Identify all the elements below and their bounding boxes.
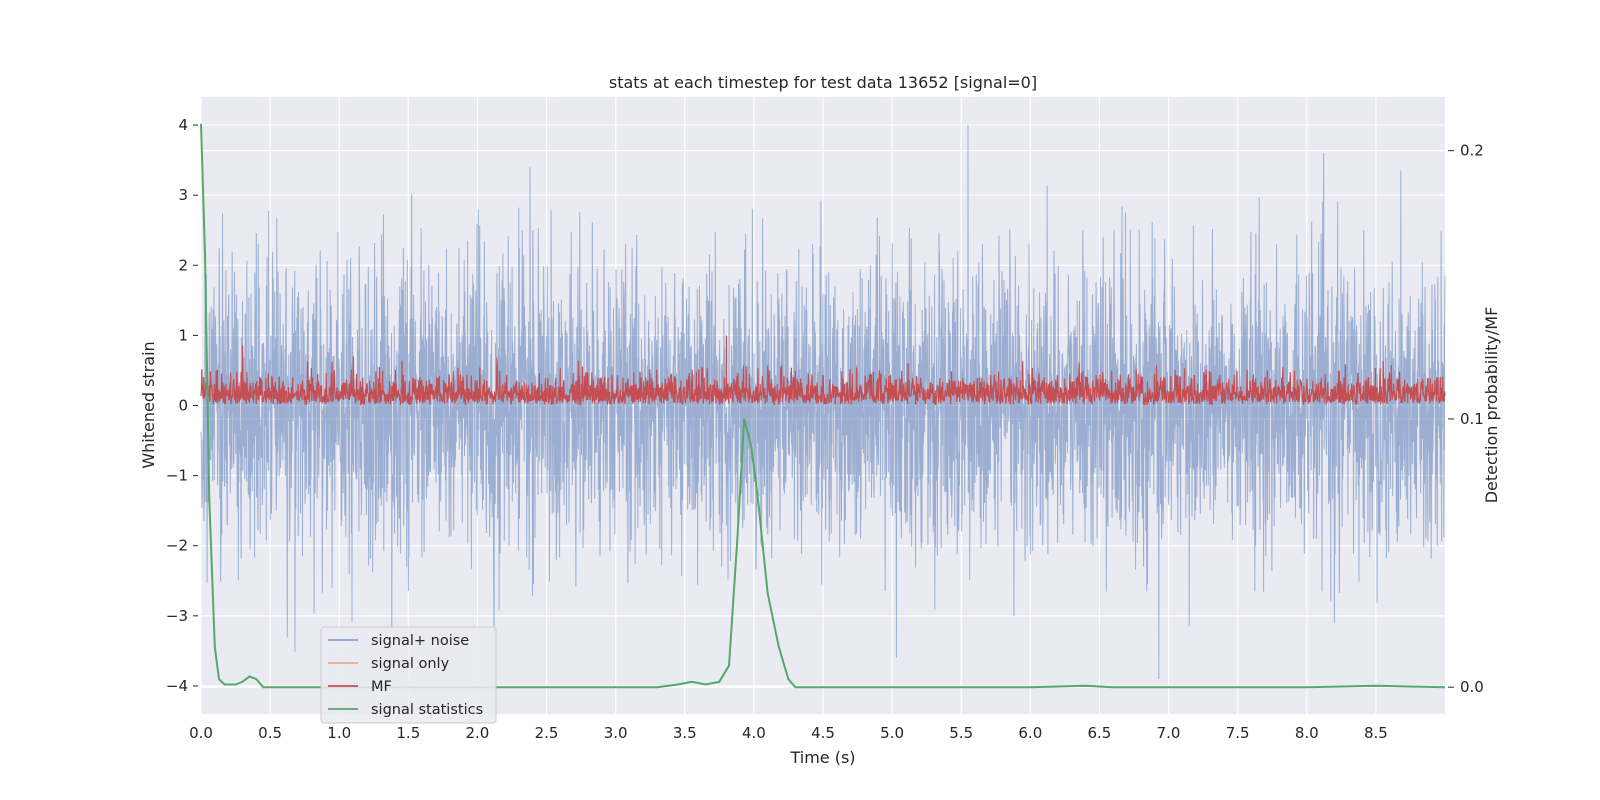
x-tick-label: 8.5 [1364, 724, 1388, 742]
x-tick-label: 8.0 [1295, 724, 1319, 742]
y-axis-label: Whitened strain [139, 341, 158, 468]
y-tick-label: 2 [178, 256, 188, 274]
y2-axis-label: Detection probability/MF [1482, 307, 1501, 504]
y-tick-label: 1 [178, 326, 188, 344]
legend-label-signal-noise: signal+ noise [371, 633, 469, 649]
y-tick-label: −2 [166, 537, 188, 555]
x-tick-label: 0.0 [189, 724, 213, 742]
line-signal-statistics [200, 123, 1446, 689]
series-signal-statistics [200, 123, 1446, 689]
x-tick-label: 3.0 [604, 724, 628, 742]
y2-tick-label: 0.0 [1460, 678, 1484, 696]
legend-box [320, 626, 497, 724]
y-tick-label: 3 [178, 186, 188, 204]
ticks: 0.0 0.5 1.0 1.5 2.0 2.5 3.0 3.5 4.0 4.5 5.0 5.5 6.0 6… [166, 116, 1484, 742]
x-tick-label: 0.5 [258, 724, 282, 742]
legend-label-signal-only: signal only [371, 656, 450, 672]
x-tick-label: 1.0 [327, 724, 351, 742]
y-tick-label: 0 [178, 397, 188, 415]
y2-tick-label: 0.1 [1460, 410, 1484, 428]
x-tick-label: 4.5 [811, 724, 835, 742]
x-tick-label: 5.5 [949, 724, 973, 742]
x-tick-label: 4.0 [742, 724, 766, 742]
y-tick-label: 4 [178, 116, 188, 134]
x-tick-label: 1.5 [396, 724, 420, 742]
x-tick-label: 6.5 [1088, 724, 1112, 742]
x-axis-label: Time (s) [789, 748, 855, 767]
x-tick-label: 2.0 [466, 724, 490, 742]
x-tick-label: 5.0 [880, 724, 904, 742]
x-tick-label: 7.0 [1157, 724, 1181, 742]
y2-tick-label: 0.2 [1460, 142, 1484, 160]
x-tick-label: 6.0 [1018, 724, 1042, 742]
legend-label-mf: MF [371, 679, 392, 695]
y-tick-label: −1 [166, 467, 188, 485]
series-mf [200, 335, 1446, 407]
x-tick-label: 2.5 [535, 724, 559, 742]
line-mf [200, 335, 1446, 407]
legend-label-signal-statistics: signal statistics [371, 702, 483, 718]
chart-title: stats at each timestep for test data 136… [609, 73, 1037, 92]
legend: signal+ noise signal only MF signal stat… [320, 626, 497, 724]
x-tick-label: 3.5 [673, 724, 697, 742]
y-tick-label: −4 [166, 677, 188, 695]
x-tick-label: 7.5 [1226, 724, 1250, 742]
y-tick-label: −3 [166, 607, 188, 625]
